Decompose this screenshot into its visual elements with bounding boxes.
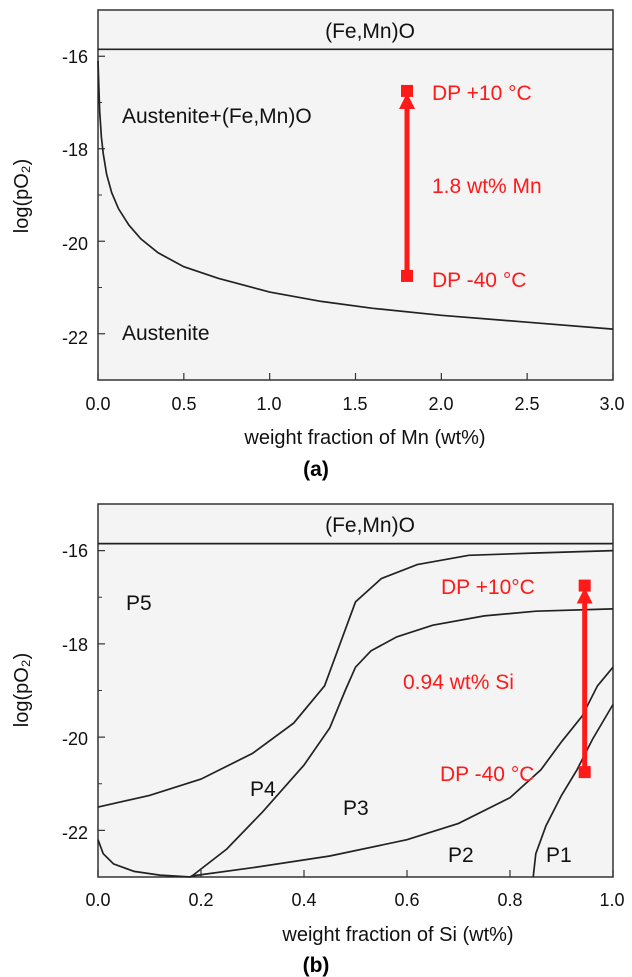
x-tick-label: 3.0 <box>599 394 624 414</box>
annotation-dp-low: DP -40 °C <box>440 763 534 786</box>
phase-boundary-line <box>532 704 614 878</box>
panel-caption-b: (b) <box>303 954 330 977</box>
region-label-p2: P2 <box>448 844 474 867</box>
dp-high-marker <box>401 84 413 97</box>
x-axis-label: weight fraction of Mn (wt%) <box>243 427 485 449</box>
y-tick-label: -18 <box>62 635 88 655</box>
tick-marks-b <box>97 503 614 878</box>
region-label-p5: P5 <box>126 592 152 615</box>
y-tick-label: -20 <box>62 729 88 749</box>
x-axis-label: weight fraction of Si (wt%) <box>281 924 513 946</box>
chart-panel-a: -16 -18 -20 -22 0.0 0.5 1.0 1.5 2.0 2.5 … <box>11 9 625 449</box>
phase-boundary-line <box>97 839 191 878</box>
x-tick-label: 2.5 <box>514 394 539 414</box>
annotation-dp-low: DP -40 °C <box>432 269 526 292</box>
annotation-arrow-label: 1.8 wt% Mn <box>432 175 542 198</box>
x-tick-label: 0.0 <box>85 890 110 910</box>
y-tick-label: -16 <box>62 47 88 67</box>
region-label-oxide: (Fe,Mn)O <box>325 20 415 43</box>
x-tick-label: 1.0 <box>599 890 624 910</box>
phase-boundary-line <box>190 608 614 878</box>
region-label-austenite: Austenite <box>122 322 210 345</box>
x-tick-label: 0.8 <box>497 890 522 910</box>
region-label-oxide: (Fe,Mn)O <box>325 514 415 537</box>
x-tick-label: 2.0 <box>428 394 453 414</box>
x-tick-label: 0.6 <box>394 890 419 910</box>
dp-low-marker <box>401 269 413 282</box>
plot-area-b <box>97 503 614 878</box>
phase-boundary-line <box>97 549 614 808</box>
curves-a <box>97 48 614 330</box>
curves-b <box>97 542 614 878</box>
phase-boundary-line <box>190 666 614 877</box>
y-tick-label: -22 <box>62 823 88 843</box>
y-tick-label: -20 <box>62 234 88 254</box>
annotation-arrow-label: 0.94 wt% Si <box>403 671 514 694</box>
x-tick-label: 0.4 <box>291 890 316 910</box>
phase-boundary-line <box>97 60 614 330</box>
y-tick-label: -16 <box>62 541 88 561</box>
panel-caption-a: (a) <box>303 458 329 481</box>
x-tick-label: 0.2 <box>188 890 213 910</box>
region-label-p3: P3 <box>343 797 369 820</box>
x-tick-label: 1.5 <box>342 394 367 414</box>
dp-high-marker <box>578 579 591 592</box>
y-tick-label: -18 <box>62 140 88 160</box>
region-label-p4: P4 <box>250 778 276 801</box>
x-tick-label: 0.5 <box>171 394 196 414</box>
x-tick-label: 0.0 <box>85 394 110 414</box>
x-tick-label: 1.0 <box>256 394 281 414</box>
y-tick-label: -22 <box>62 328 88 348</box>
y-axis-label: log(pO₂) <box>11 653 33 727</box>
chart-panel-b: -16 -18 -20 -22 0.0 0.2 0.4 0.6 0.8 1.0 … <box>11 503 625 946</box>
tick-marks-a <box>97 9 614 381</box>
y-axis-label: log(pO₂) <box>11 159 33 233</box>
annotation-dp-high: DP +10 °C <box>432 82 532 105</box>
annotation-dp-high: DP +10°C <box>441 576 535 599</box>
region-label-austenite-oxide: Austenite+(Fe,Mn)O <box>122 105 312 128</box>
dp-low-marker <box>578 766 591 779</box>
region-label-p1: P1 <box>546 844 572 867</box>
plot-area-a <box>97 9 614 381</box>
